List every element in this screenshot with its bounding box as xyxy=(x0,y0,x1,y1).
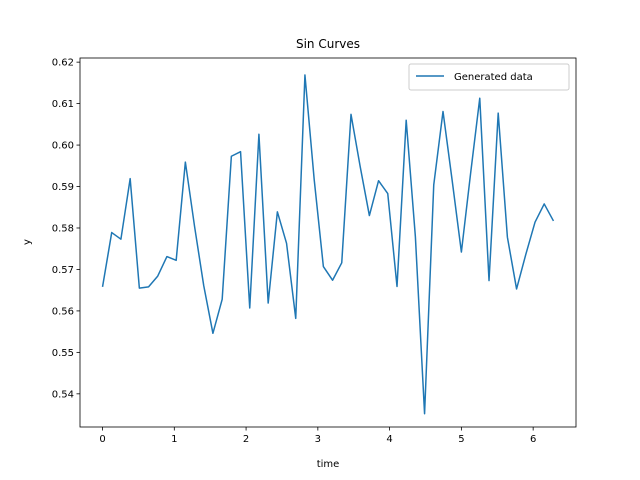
y-tick-label: 0.62 xyxy=(52,58,74,69)
x-axis: 0 1 2 3 4 5 6 xyxy=(99,427,536,445)
x-tick-label: 5 xyxy=(458,434,464,445)
chart-title: Sin Curves xyxy=(296,37,360,51)
y-tick-label: 0.59 xyxy=(52,182,74,193)
x-tick-label: 0 xyxy=(99,434,105,445)
y-axis: 0.54 0.55 0.56 0.57 0.58 0.59 0.60 0.61 0.62 xyxy=(52,58,80,400)
y-tick-label: 0.57 xyxy=(52,265,74,276)
x-axis-label: time xyxy=(317,459,340,470)
axes-frame xyxy=(79,57,577,428)
legend: Generated data xyxy=(408,63,570,91)
y-tick-label: 0.55 xyxy=(52,348,74,359)
y-tick-label: 0.56 xyxy=(52,306,74,317)
x-tick-label: 4 xyxy=(386,434,392,445)
y-tick-label: 0.58 xyxy=(52,223,74,234)
x-tick-label: 1 xyxy=(171,434,177,445)
x-tick-label: 2 xyxy=(243,434,249,445)
x-tick-label: 3 xyxy=(315,434,321,445)
y-tick-label: 0.60 xyxy=(52,141,74,152)
y-tick-label: 0.54 xyxy=(52,389,74,400)
x-tick-label: 6 xyxy=(530,434,536,445)
legend-label: Generated data xyxy=(454,72,533,83)
plot-area xyxy=(101,74,555,415)
legend-box xyxy=(408,63,570,91)
y-axis-label: y xyxy=(22,239,33,245)
y-tick-label: 0.61 xyxy=(52,99,74,110)
series-line-0 xyxy=(101,74,555,415)
